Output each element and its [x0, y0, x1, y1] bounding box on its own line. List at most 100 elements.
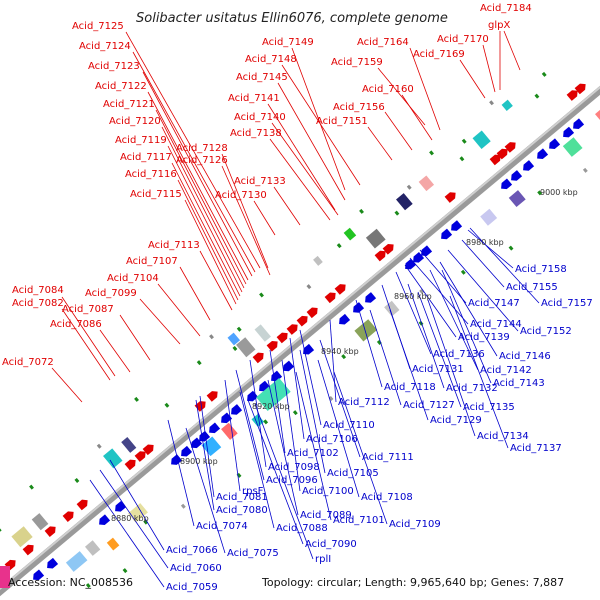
callout-line [247, 399, 304, 545]
reverse-gene-arrow [451, 220, 463, 231]
gene-label: Acid_7115 [130, 189, 182, 200]
gene-label: Acid_7136 [433, 349, 485, 360]
callout-line [235, 369, 265, 481]
gene-marker [292, 410, 298, 416]
callout-line [377, 67, 426, 126]
gene-label: Acid_7066 [166, 545, 218, 556]
gene-label: Acid_7132 [446, 383, 498, 394]
callout-line [267, 103, 336, 211]
callout-line [195, 399, 215, 511]
gene-label: Acid_7098 [268, 462, 320, 473]
gene-marker [29, 484, 34, 490]
callout-line [461, 239, 505, 288]
gene-marker [394, 210, 400, 216]
gene-label: Acid_7112 [338, 397, 390, 408]
gene-label: Acid_7169 [413, 49, 465, 60]
gene-label: Acid_7125 [72, 21, 124, 32]
gene-marker [429, 150, 434, 156]
reverse-gene-arrow [563, 126, 575, 138]
gene-block [106, 537, 120, 551]
callout-line [61, 308, 111, 381]
reverse-gene-arrow [573, 118, 585, 129]
gene-block [236, 337, 256, 358]
gene-label: Acid_7184 [480, 3, 532, 14]
gene-block [354, 319, 378, 342]
reverse-gene-arrow [181, 445, 193, 457]
gene-marker [263, 419, 269, 425]
gene-label: Acid_7126 [176, 155, 228, 166]
callout-line [253, 200, 276, 236]
reverse-gene-arrow [501, 178, 513, 190]
gene-label: Acid_7088 [276, 523, 328, 534]
gene-marker [164, 402, 170, 408]
callout-line [221, 153, 269, 269]
gene-marker [328, 395, 334, 401]
callout-line [333, 371, 388, 525]
callout-line [395, 271, 432, 355]
callout-line [147, 91, 249, 281]
reverse-gene-arrow [511, 170, 523, 181]
gene-label: Acid_7158 [515, 264, 567, 275]
forward-gene-arrow [206, 391, 218, 402]
forward-gene-arrow [444, 192, 456, 203]
gene-label: Acid_7113 [148, 240, 200, 251]
gene-label: Acid_7123 [88, 61, 140, 72]
gene-marker [534, 93, 540, 99]
gene-label: Acid_7081 [216, 492, 268, 503]
forward-gene-arrow [324, 292, 336, 304]
callout-line [447, 249, 519, 332]
callout-line [482, 44, 496, 93]
gene-label: Acid_7109 [389, 519, 441, 530]
gene-marker [336, 243, 342, 249]
callout-line [89, 479, 165, 588]
reverse-gene-arrow [221, 412, 233, 424]
callout-line [221, 165, 271, 276]
gene-marker [489, 100, 494, 106]
gene-marker [122, 568, 128, 574]
callout-line [469, 227, 540, 304]
forward-gene-arrow [566, 90, 578, 101]
callout-line [184, 199, 237, 305]
label-callouts [51, 30, 540, 588]
reverse-gene-arrow [33, 569, 45, 581]
forward-gene-arrow [76, 499, 88, 511]
gene-marker [582, 167, 588, 173]
gene-label: Acid_7135 [463, 402, 515, 413]
gene-label: Acid_7060 [170, 563, 222, 574]
callout-line [401, 94, 433, 141]
gene-label: Acid_7059 [166, 582, 218, 593]
gene-block [221, 422, 238, 440]
callout-line [404, 264, 457, 338]
callout-line [125, 31, 261, 269]
gene-block [396, 193, 413, 211]
gene-label: Acid_7159 [331, 57, 383, 68]
forward-gene-arrow [574, 83, 586, 95]
reverse-gene-arrow [283, 360, 295, 372]
scale-tick-label: 8920 kbp [252, 402, 290, 411]
callout-line [503, 30, 521, 71]
callout-line [389, 309, 429, 421]
callout-line [449, 295, 509, 449]
gene-marker [74, 477, 80, 483]
forward-gene-arrow [489, 154, 501, 166]
gene-label: Acid_7147 [468, 298, 520, 309]
gene-marker [460, 269, 466, 275]
callout-line [157, 283, 201, 337]
forward-gene-arrow [496, 148, 508, 160]
gene-marker [376, 339, 382, 345]
gene-label: Acid_7141 [228, 93, 280, 104]
reverse-gene-arrow [523, 160, 535, 171]
callout-line [291, 47, 346, 191]
gene-label: Acid_7131 [412, 364, 464, 375]
gene-label: glpX [488, 20, 510, 31]
callout-line [161, 126, 245, 289]
gene-marker [236, 326, 242, 332]
gene-block [501, 99, 513, 111]
gene-label: Acid_7128 [176, 143, 228, 154]
gene-marker [196, 360, 202, 366]
callout-line [281, 64, 361, 186]
callout-line [199, 250, 233, 311]
reverse-gene-arrow [191, 437, 203, 449]
callout-line [299, 329, 322, 426]
callout-line [419, 249, 467, 304]
